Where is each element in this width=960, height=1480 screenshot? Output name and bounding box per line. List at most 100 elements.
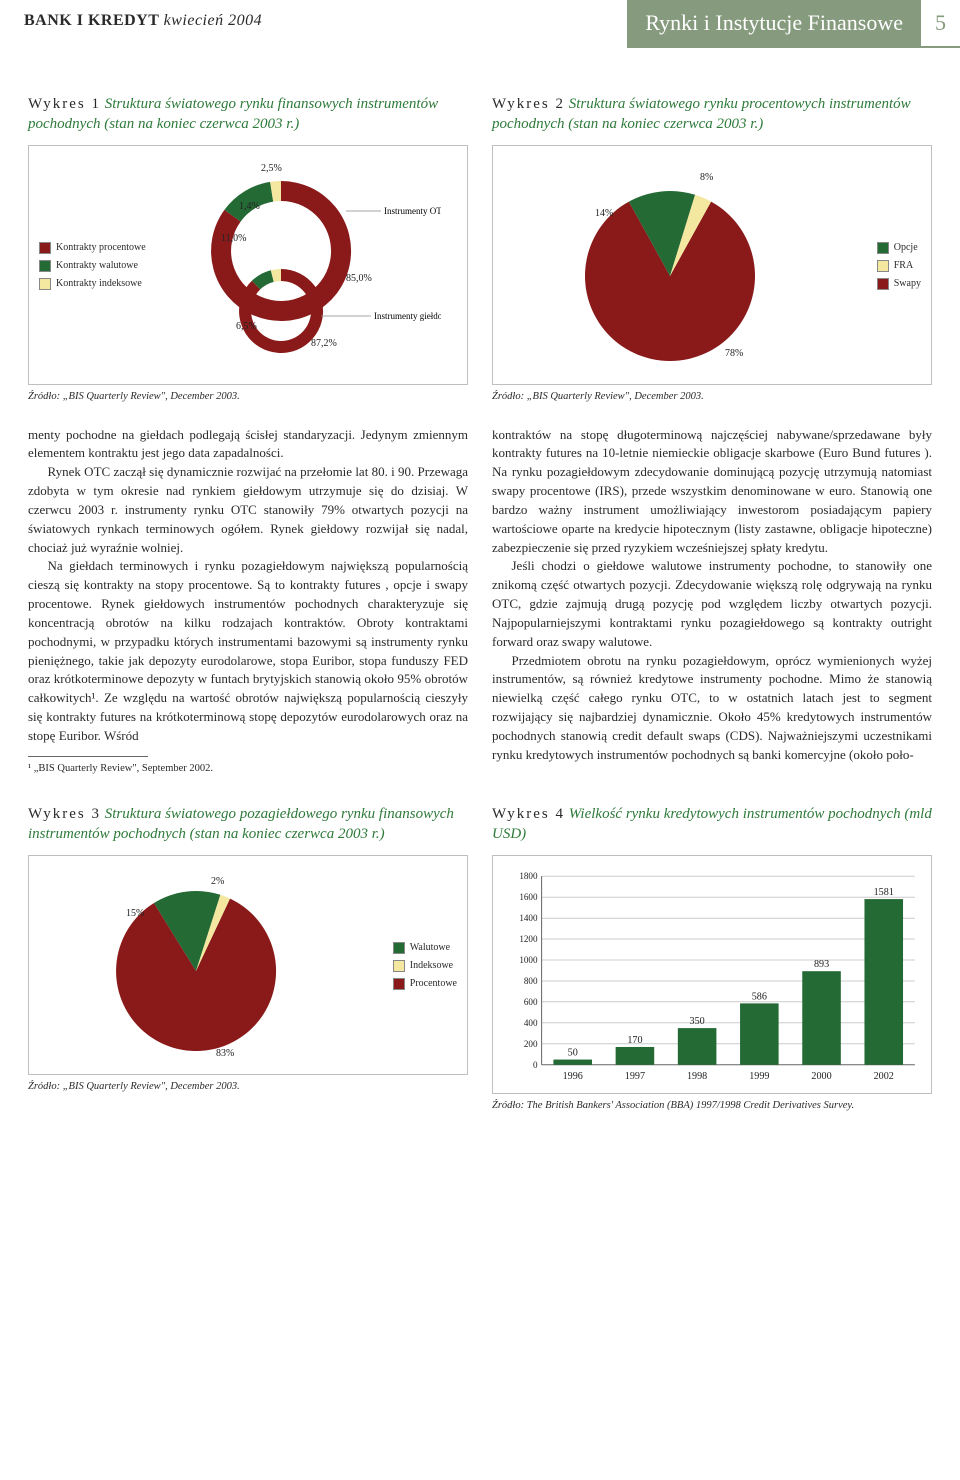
- bar-value-label: 893: [814, 959, 829, 970]
- chart3-box: 15% 2% 83% Walutowe Indeksowe Pr: [28, 855, 468, 1075]
- y-tick-label: 1800: [519, 871, 538, 881]
- page-header: BANK I KREDYT kwiecień 2004 Rynki i Inst…: [0, 0, 960, 48]
- legend-label: FRA: [894, 258, 913, 274]
- legend-item: FRA: [877, 258, 921, 274]
- bar-value-label: 1581: [874, 887, 894, 898]
- para: Jeśli chodzi o giełdowe walutowe instrum…: [492, 557, 932, 651]
- bar: [864, 899, 903, 1065]
- legend-label: Opcje: [894, 240, 918, 256]
- chart3-svg: 15% 2% 83%: [86, 866, 336, 1066]
- swatch-icon: [877, 242, 889, 254]
- legend-label: Walutowe: [410, 940, 450, 956]
- bar: [553, 1059, 592, 1064]
- pct-label: 78%: [725, 348, 743, 359]
- chart2-box: 8% 14% 78% Opcje FRA Swapy: [492, 145, 932, 385]
- pct-label: 85,0%: [346, 273, 372, 284]
- bar: [802, 971, 841, 1065]
- chart3-legend: Walutowe Indeksowe Procentowe: [393, 938, 457, 994]
- y-tick-label: 800: [524, 976, 538, 986]
- legend-item: Kontrakty indeksowe: [39, 276, 146, 292]
- legend-item: Swapy: [877, 276, 921, 292]
- footnote-rule: [28, 756, 148, 757]
- chart4-lead: Wykres 4: [492, 806, 565, 822]
- chart2-source: Źródło: „BIS Quarterly Review", December…: [492, 391, 932, 402]
- body-right: kontraktów na stopę długoterminową najcz…: [492, 426, 932, 777]
- pct-label: 1,4%: [239, 201, 260, 212]
- legend-item: Opcje: [877, 240, 921, 256]
- chart2-svg: 8% 14% 78%: [550, 156, 820, 376]
- y-tick-label: 400: [524, 1017, 538, 1027]
- pct-label: 14%: [595, 208, 613, 219]
- pct-label: 8%: [700, 172, 713, 183]
- para: Przedmiotem obrotu na rynku pozagiełdowy…: [492, 652, 932, 765]
- chart1-legend: Kontrakty procentowe Kontrakty walutowe …: [39, 238, 146, 294]
- bar-value-label: 50: [568, 1047, 578, 1058]
- chart1-lead: Wykres 1: [28, 96, 101, 112]
- chart2-lead: Wykres 2: [492, 96, 565, 112]
- pct-label: 15%: [126, 908, 144, 919]
- swatch-icon: [39, 260, 51, 272]
- chart1-svg: 11,0% 2,5% 1,4% 85,0% 6,5% 87,2% Instrum…: [171, 156, 441, 376]
- y-tick-label: 200: [524, 1038, 538, 1048]
- pct-label: 2%: [211, 876, 224, 887]
- swatch-icon: [877, 260, 889, 272]
- chart1-box: Kontrakty procentowe Kontrakty walutowe …: [28, 145, 468, 385]
- bar-category-label: 2000: [811, 1071, 831, 1082]
- swatch-icon: [877, 278, 889, 290]
- issue: kwiecień 2004: [164, 12, 262, 29]
- swatch-icon: [393, 942, 405, 954]
- legend-label: Swapy: [894, 276, 921, 292]
- y-tick-label: 600: [524, 997, 538, 1007]
- section-title: Rynki i Instytucje Finansowe: [627, 0, 921, 48]
- bar-category-label: 1999: [749, 1071, 769, 1082]
- chart4-title: Wykres 4 Wielkość rynku kredytowych inst…: [492, 804, 932, 845]
- callout-gieldowe: Instrumenty giełdowe: [374, 311, 441, 321]
- chart3-lead: Wykres 3: [28, 806, 101, 822]
- legend-item: Kontrakty procentowe: [39, 240, 146, 256]
- legend-label: Indeksowe: [410, 958, 453, 974]
- legend-label: Kontrakty indeksowe: [56, 276, 142, 292]
- chart4-source: Źródło: The British Bankers' Association…: [492, 1100, 932, 1111]
- legend-item: Kontrakty walutowe: [39, 258, 146, 274]
- section-tab: Rynki i Instytucje Finansowe 5: [627, 0, 960, 48]
- pct-label: 6,5%: [236, 321, 257, 332]
- chart3-title: Wykres 3 Struktura światowego pozagiełdo…: [28, 804, 468, 845]
- publication-line: BANK I KREDYT kwiecień 2004: [0, 0, 627, 48]
- pct-label: 2,5%: [261, 163, 282, 174]
- y-tick-label: 0: [533, 1059, 538, 1069]
- chart1-title: Wykres 1 Struktura światowego rynku fina…: [28, 94, 468, 135]
- bar-value-label: 350: [690, 1016, 705, 1027]
- chart4-box: 0200400600800100012001400160018005019961…: [492, 855, 932, 1094]
- bar-value-label: 170: [627, 1034, 642, 1045]
- swatch-icon: [39, 278, 51, 290]
- bar-category-label: 2002: [874, 1071, 894, 1082]
- bar-value-label: 586: [752, 991, 767, 1002]
- chart4-svg: 0200400600800100012001400160018005019961…: [499, 866, 925, 1089]
- pct-label: 83%: [216, 1048, 234, 1059]
- bar-category-label: 1996: [563, 1071, 583, 1082]
- publication-name: BANK I KREDYT: [24, 12, 159, 29]
- chart1-source: Źródło: „BIS Quarterly Review", December…: [28, 391, 468, 402]
- page-number: 5: [921, 0, 960, 48]
- bar-category-label: 1997: [625, 1071, 645, 1082]
- legend-item: Procentowe: [393, 976, 457, 992]
- legend-item: Indeksowe: [393, 958, 457, 974]
- chart3-source: Źródło: „BIS Quarterly Review", December…: [28, 1081, 468, 1092]
- footnote: ¹ „BIS Quarterly Review", September 2002…: [28, 761, 468, 776]
- bar: [740, 1003, 779, 1064]
- swatch-icon: [393, 978, 405, 990]
- bar-category-label: 1998: [687, 1071, 707, 1082]
- swatch-icon: [393, 960, 405, 972]
- para: kontraktów na stopę długoterminową najcz…: [492, 426, 932, 558]
- legend-item: Walutowe: [393, 940, 457, 956]
- body-left: menty pochodne na giełdach podlegają ści…: [28, 426, 468, 777]
- legend-label: Kontrakty walutowe: [56, 258, 138, 274]
- para: Na giełdach terminowych i rynku pozagieł…: [28, 557, 468, 745]
- y-tick-label: 1600: [519, 892, 538, 902]
- chart2-legend: Opcje FRA Swapy: [877, 238, 921, 294]
- legend-label: Procentowe: [410, 976, 457, 992]
- callout-otc: Instrumenty OTC: [384, 206, 441, 216]
- pct-label: 11,0%: [221, 233, 246, 244]
- bar: [616, 1047, 655, 1065]
- bar: [678, 1028, 717, 1065]
